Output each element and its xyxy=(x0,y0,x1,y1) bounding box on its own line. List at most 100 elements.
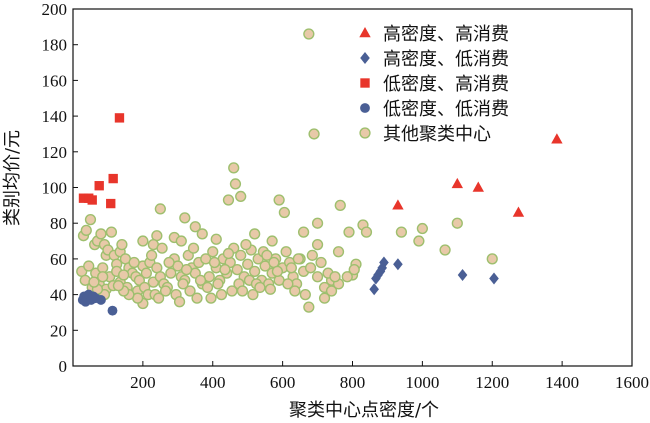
data-point xyxy=(299,288,311,301)
data-point xyxy=(413,235,425,247)
data-point xyxy=(306,249,318,261)
data-point xyxy=(196,228,208,240)
data-point xyxy=(315,256,327,269)
data-point xyxy=(240,238,252,251)
data-point xyxy=(108,173,118,184)
data-point xyxy=(285,262,297,274)
data-point xyxy=(318,292,331,304)
data-point xyxy=(486,253,498,265)
data-point xyxy=(207,246,219,258)
data-point xyxy=(278,206,290,219)
data-point xyxy=(194,274,207,286)
data-point xyxy=(280,246,292,258)
data-point xyxy=(247,288,259,301)
x-tick-label: 200 xyxy=(130,373,156,392)
y-tick-label: 80 xyxy=(50,214,67,233)
y-tick-label: 120 xyxy=(42,143,68,162)
data-point xyxy=(304,262,317,274)
data-point xyxy=(173,296,186,308)
data-point xyxy=(289,285,301,297)
data-point xyxy=(118,269,130,281)
data-point xyxy=(325,285,338,297)
data-point xyxy=(180,263,193,276)
legend-label: 高密度、高消费 xyxy=(383,24,509,45)
data-point xyxy=(377,261,387,274)
x-tick-label: 800 xyxy=(340,373,366,392)
data-point xyxy=(512,206,525,217)
data-point xyxy=(97,271,109,283)
y-tick-label: 0 xyxy=(59,357,68,376)
legend-label: 低密度、低消费 xyxy=(383,99,509,120)
data-point xyxy=(292,253,304,265)
data-point xyxy=(208,256,221,269)
data-point xyxy=(360,226,373,238)
data-point xyxy=(80,224,92,236)
data-point xyxy=(348,263,360,276)
y-tick-label: 60 xyxy=(50,250,67,269)
data-point xyxy=(187,242,200,254)
data-point xyxy=(303,301,315,313)
data-point xyxy=(308,128,320,140)
data-point xyxy=(311,217,324,229)
data-point xyxy=(179,212,191,224)
series-4 xyxy=(76,28,498,313)
plot-frame xyxy=(72,8,633,367)
data-point xyxy=(489,272,499,285)
legend-marker xyxy=(359,127,371,139)
data-point xyxy=(249,265,261,278)
legend-label: 高密度、低消费 xyxy=(383,49,509,70)
data-point xyxy=(416,222,428,235)
y-tick-label: 160 xyxy=(42,71,68,90)
data-point xyxy=(105,226,118,238)
data-point xyxy=(229,178,242,190)
y-tick-label: 180 xyxy=(42,36,68,55)
data-point xyxy=(329,271,341,283)
data-point xyxy=(393,258,403,271)
data-point xyxy=(457,268,468,281)
legend-marker xyxy=(359,27,371,38)
data-point xyxy=(231,263,243,276)
data-point xyxy=(114,113,125,123)
data-point xyxy=(273,194,285,206)
data-point xyxy=(235,249,247,261)
data-point xyxy=(254,281,266,294)
data-point xyxy=(439,244,451,256)
data-point xyxy=(249,228,261,240)
y-tick-label: 100 xyxy=(42,179,68,198)
data-point xyxy=(311,238,324,251)
data-point xyxy=(472,181,484,192)
data-point xyxy=(215,288,228,301)
data-point xyxy=(236,285,249,297)
data-point xyxy=(175,235,187,247)
data-point xyxy=(373,268,383,281)
data-point xyxy=(210,233,222,245)
data-point xyxy=(264,283,277,295)
data-point xyxy=(201,281,214,294)
legend-label: 其他聚类中心 xyxy=(383,124,491,145)
y-tick-label: 20 xyxy=(50,321,67,340)
data-point xyxy=(235,190,247,203)
data-point xyxy=(96,295,106,305)
data-point xyxy=(303,28,315,40)
data-point xyxy=(297,226,310,238)
data-point xyxy=(371,272,381,285)
data-point xyxy=(228,162,240,174)
x-axis-label: 聚类中心点密度/个 xyxy=(289,400,439,421)
data-point xyxy=(332,246,345,258)
y-tick-label: 40 xyxy=(50,286,67,305)
x-tick-label: 1200 xyxy=(475,373,509,392)
data-point xyxy=(392,199,404,210)
data-point xyxy=(451,217,463,229)
data-point xyxy=(369,283,379,296)
legend-marker xyxy=(360,103,370,113)
data-point xyxy=(106,198,116,209)
series-0 xyxy=(392,133,563,217)
data-point xyxy=(163,256,175,269)
data-point xyxy=(107,305,118,316)
data-point xyxy=(271,265,284,278)
data-point xyxy=(311,271,324,283)
plot-area xyxy=(76,28,563,316)
data-point xyxy=(152,292,165,304)
